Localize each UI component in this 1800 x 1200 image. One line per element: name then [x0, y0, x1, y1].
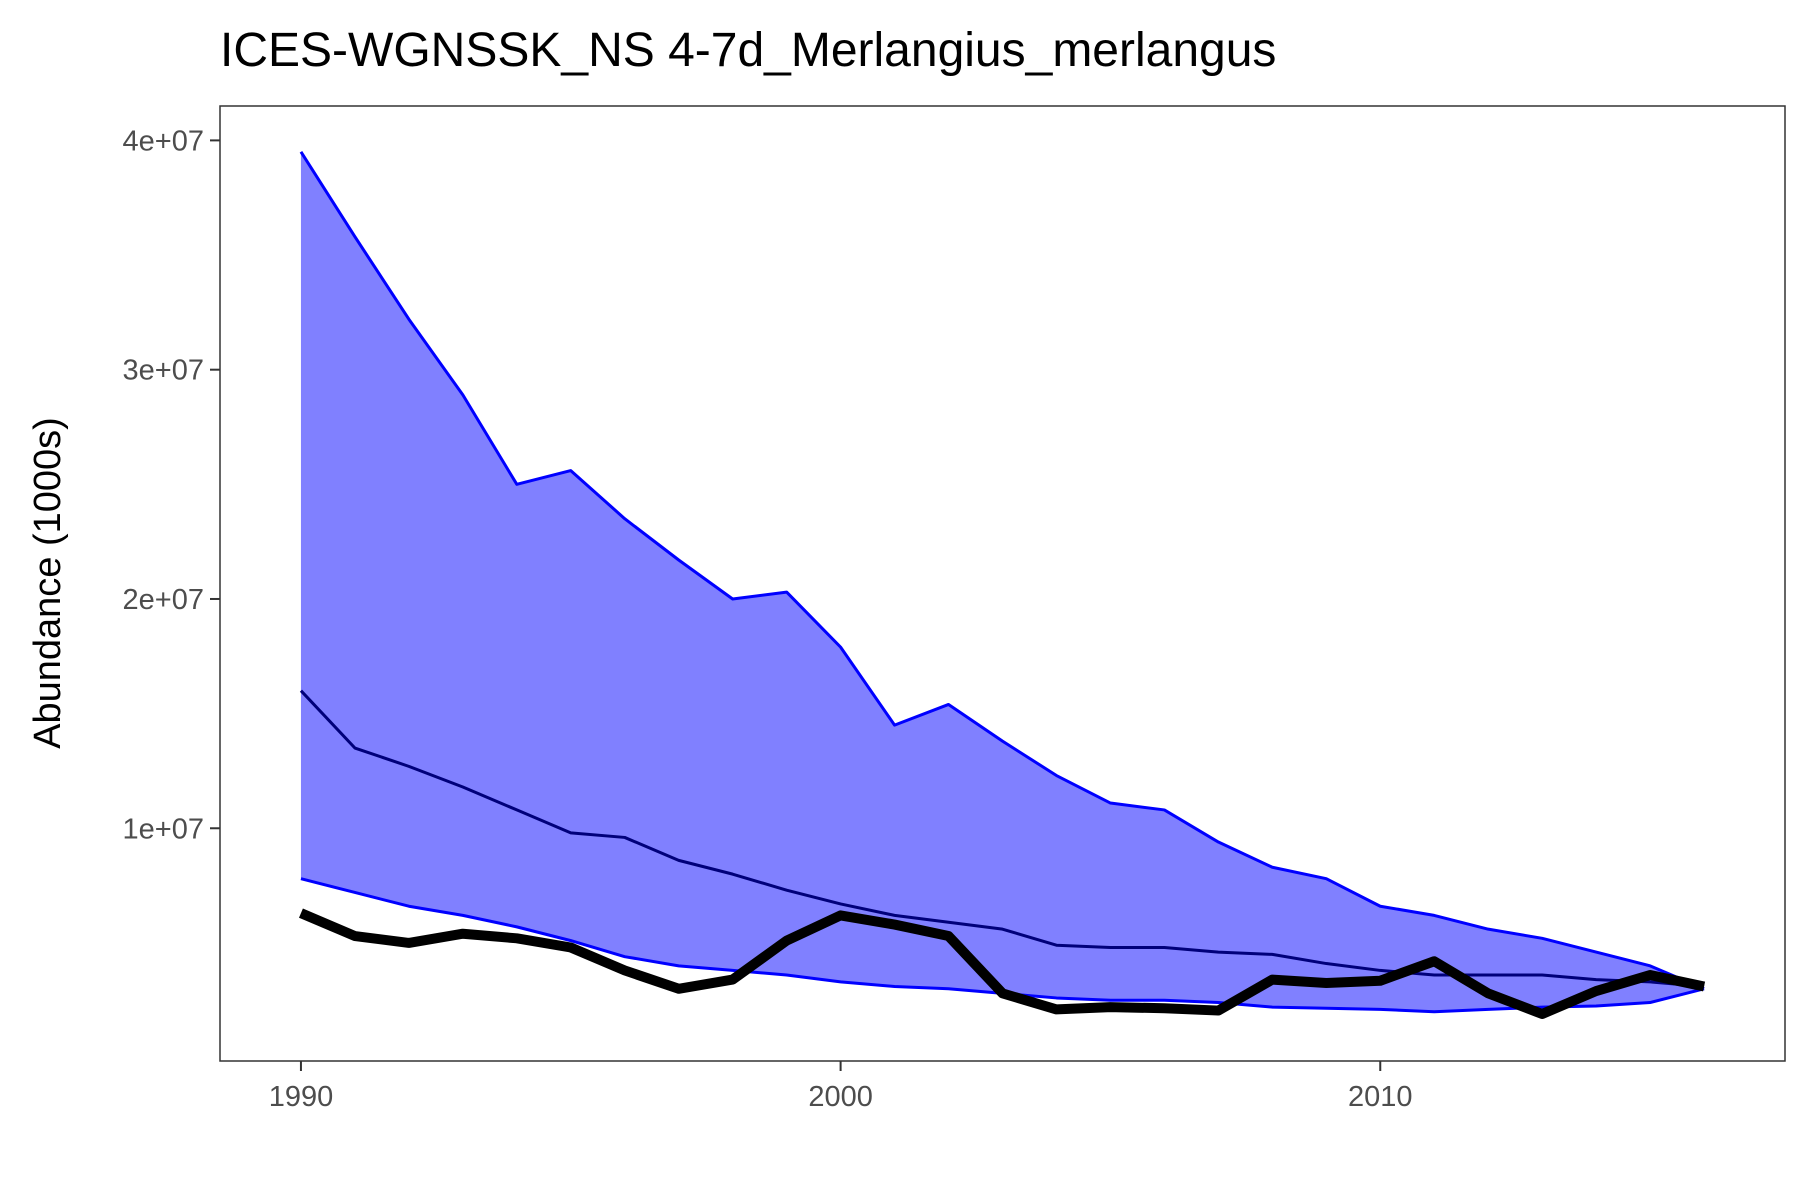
band-area	[300, 151, 1705, 1012]
x-tick-label: 1990	[269, 1081, 334, 1113]
y-tick-label: 1e+07	[123, 813, 204, 845]
x-axis: 1990 2000 2010	[269, 1061, 1413, 1113]
y-tick-label: 4e+07	[123, 125, 204, 157]
y-tick-label: 3e+07	[123, 355, 204, 387]
x-tick-label: 2010	[1348, 1081, 1413, 1113]
median-line	[299, 689, 1705, 988]
y-tick-label: 2e+07	[123, 584, 204, 616]
chart-title: ICES-WGNSSK_NS 4-7d_Merlangius_merlangus	[220, 24, 1276, 77]
observed-line	[298, 908, 1706, 1019]
x-tick-label: 2000	[808, 1081, 873, 1113]
band-upper-line	[299, 151, 1705, 991]
plot-panel-border	[219, 105, 1786, 1062]
uncertainty-band	[300, 151, 1705, 1012]
y-axis: 1e+07 2e+07 3e+07 4e+07	[123, 125, 220, 845]
y-axis-label: Abundance (1000s)	[27, 417, 69, 749]
series-lines	[298, 151, 1706, 1019]
